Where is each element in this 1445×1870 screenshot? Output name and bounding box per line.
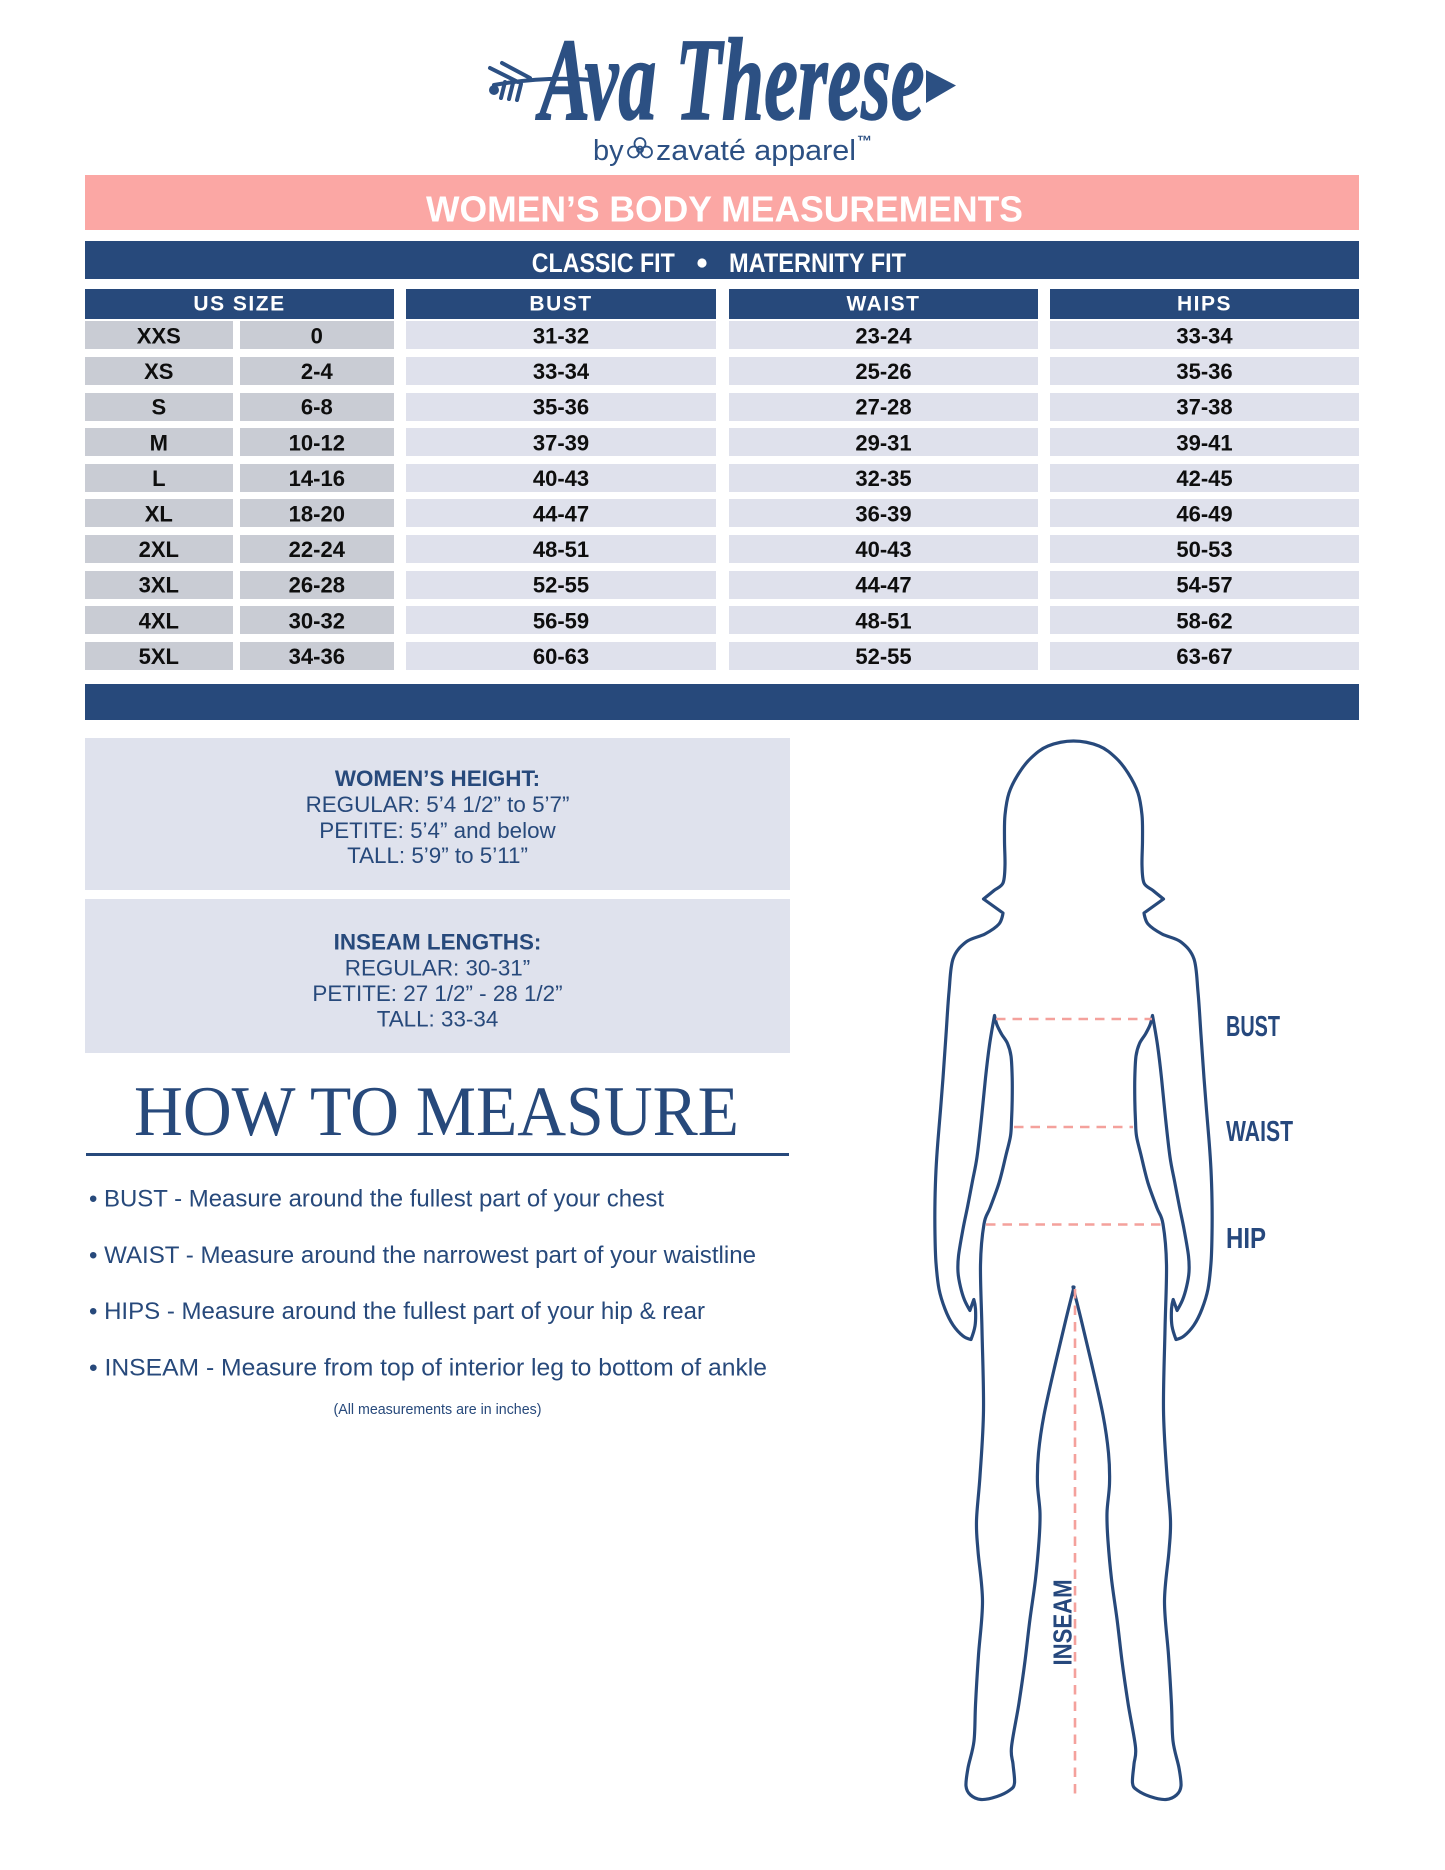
svg-text:BUST: BUST <box>1226 1011 1280 1043</box>
svg-text:• WAIST - Measure around the n: • WAIST - Measure around the narrowest p… <box>89 1242 756 1269</box>
svg-text:XS: XS <box>144 359 173 384</box>
svg-text:36-39: 36-39 <box>855 502 911 527</box>
svg-text:XXS: XXS <box>137 324 181 349</box>
svg-text:44-47: 44-47 <box>533 502 589 527</box>
svg-text:WOMEN’S BODY MEASUREMENTS: WOMEN’S BODY MEASUREMENTS <box>426 189 1023 230</box>
svg-text:32-35: 32-35 <box>855 466 911 491</box>
svg-text:40-43: 40-43 <box>855 537 911 562</box>
svg-text:REGULAR: 30-31”: REGULAR: 30-31” <box>345 956 530 981</box>
svg-text:TALL: 33-34: TALL: 33-34 <box>377 1007 499 1032</box>
svg-text:™: ™ <box>857 133 872 150</box>
svg-text:34-36: 34-36 <box>289 644 345 669</box>
svg-text:M: M <box>150 430 168 455</box>
svg-text:10-12: 10-12 <box>289 430 345 455</box>
svg-text:50-53: 50-53 <box>1176 537 1232 562</box>
svg-text:22-24: 22-24 <box>289 537 346 562</box>
svg-text:2XL: 2XL <box>139 537 179 562</box>
svg-text:WAIST: WAIST <box>847 293 921 316</box>
svg-text:44-47: 44-47 <box>855 573 911 598</box>
svg-text:52-55: 52-55 <box>855 644 911 669</box>
svg-text:BUST: BUST <box>529 293 592 316</box>
svg-text:26-28: 26-28 <box>289 573 345 598</box>
svg-text:0: 0 <box>311 324 323 349</box>
svg-text:56-59: 56-59 <box>533 608 589 633</box>
svg-text:(All measurements are in inche: (All measurements are in inches) <box>334 1401 542 1418</box>
svg-text:WOMEN’S HEIGHT:: WOMEN’S HEIGHT: <box>335 766 540 791</box>
svg-text:PETITE: 27 1/2” - 28 1/2”: PETITE: 27 1/2” - 28 1/2” <box>312 981 562 1006</box>
svg-text:HOW TO MEASURE: HOW TO MEASURE <box>134 1073 739 1151</box>
svg-text:54-57: 54-57 <box>1176 573 1232 598</box>
svg-text:US SIZE: US SIZE <box>193 293 285 316</box>
svg-text:REGULAR: 5’4 1/2” to 5’7”: REGULAR: 5’4 1/2” to 5’7” <box>306 792 570 817</box>
svg-text:58-62: 58-62 <box>1176 608 1232 633</box>
svg-text:48-51: 48-51 <box>533 537 589 562</box>
svg-text:25-26: 25-26 <box>855 359 911 384</box>
svg-text:INSEAM LENGTHS:: INSEAM LENGTHS: <box>334 930 542 955</box>
svg-text:30-32: 30-32 <box>289 608 345 633</box>
svg-text:29-31: 29-31 <box>855 430 911 455</box>
svg-text:PETITE: 5’4” and below: PETITE: 5’4” and below <box>319 818 556 843</box>
svg-text:MATERNITY FIT: MATERNITY FIT <box>729 248 906 278</box>
svg-text:• HIPS - Measure around the fu: • HIPS - Measure around the fullest part… <box>89 1298 705 1325</box>
svg-text:S: S <box>151 395 166 420</box>
svg-text:35-36: 35-36 <box>533 395 589 420</box>
svg-text:HIPS: HIPS <box>1177 293 1232 316</box>
svg-text:46-49: 46-49 <box>1176 502 1232 527</box>
svg-text:52-55: 52-55 <box>533 573 589 598</box>
svg-text:L: L <box>152 466 165 491</box>
svg-text:60-63: 60-63 <box>533 644 589 669</box>
svg-text:HIP: HIP <box>1226 1223 1266 1255</box>
svg-text:Ava Therese: Ava Therese <box>535 14 925 145</box>
svg-text:42-45: 42-45 <box>1176 466 1232 491</box>
svg-text:INSEAM: INSEAM <box>1048 1580 1078 1666</box>
svg-text:zavaté apparel: zavaté apparel <box>656 135 856 167</box>
svg-text:• INSEAM - Measure from top of: • INSEAM - Measure from top of interior … <box>89 1355 767 1382</box>
svg-text:63-67: 63-67 <box>1176 644 1232 669</box>
svg-text:27-28: 27-28 <box>855 395 911 420</box>
svg-text:5XL: 5XL <box>139 644 179 669</box>
svg-text:6-8: 6-8 <box>301 395 333 420</box>
svg-text:31-32: 31-32 <box>533 324 589 349</box>
svg-text:37-38: 37-38 <box>1176 395 1232 420</box>
svg-text:14-16: 14-16 <box>289 466 345 491</box>
svg-text:37-39: 37-39 <box>533 430 589 455</box>
svg-text:• BUST - Measure around the fu: • BUST - Measure around the fullest part… <box>89 1186 664 1213</box>
svg-text:2-4: 2-4 <box>301 359 334 384</box>
svg-text:XL: XL <box>145 502 173 527</box>
svg-text:40-43: 40-43 <box>533 466 589 491</box>
svg-text:4XL: 4XL <box>139 608 179 633</box>
svg-text:by: by <box>593 135 624 167</box>
svg-text:23-24: 23-24 <box>855 324 912 349</box>
svg-text:39-41: 39-41 <box>1176 430 1232 455</box>
svg-text:TALL: 5’9” to 5’11”: TALL: 5’9” to 5’11” <box>347 843 528 868</box>
svg-text:48-51: 48-51 <box>855 608 911 633</box>
svg-text:3XL: 3XL <box>139 573 179 598</box>
svg-text:33-34: 33-34 <box>1176 324 1233 349</box>
svg-text:CLASSIC FIT: CLASSIC FIT <box>532 248 675 278</box>
svg-text:WAIST: WAIST <box>1226 1116 1293 1148</box>
svg-text:35-36: 35-36 <box>1176 359 1232 384</box>
svg-text:33-34: 33-34 <box>533 359 590 384</box>
svg-text:18-20: 18-20 <box>289 502 345 527</box>
